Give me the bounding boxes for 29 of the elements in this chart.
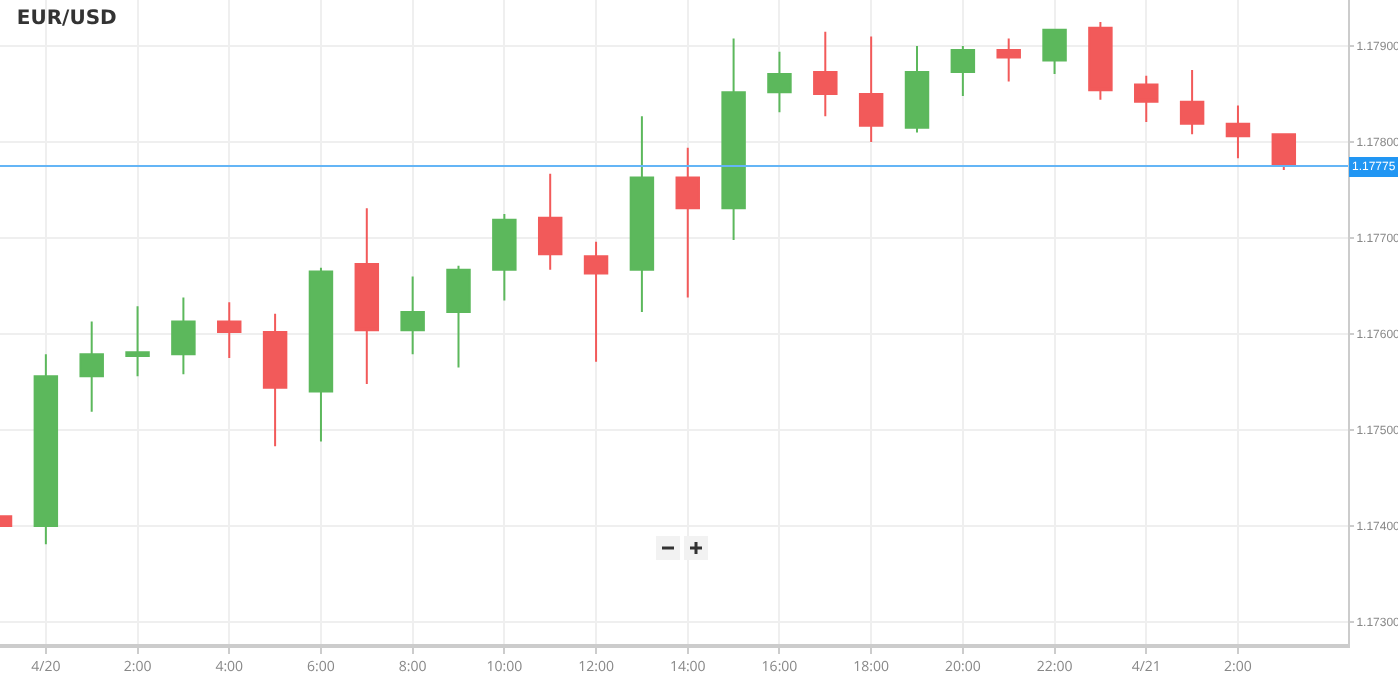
candlestick <box>354 207 380 385</box>
candlestick <box>125 305 150 378</box>
candlestick <box>79 320 104 413</box>
candlestick <box>858 35 884 144</box>
candlestick <box>492 213 517 302</box>
candlestick <box>1271 133 1297 171</box>
candlestick <box>629 115 655 313</box>
candlestick <box>308 266 334 443</box>
candlestick <box>217 301 242 359</box>
candlestick <box>675 146 700 299</box>
candlestick <box>1134 74 1159 123</box>
candlestick <box>1225 104 1251 160</box>
candlestick <box>446 264 471 369</box>
candlestick <box>537 172 563 271</box>
candlestick <box>721 37 746 241</box>
candlestick <box>1179 69 1205 136</box>
candlestick <box>583 240 609 363</box>
candlestick <box>996 37 1021 83</box>
candlestick <box>813 30 838 118</box>
candlestick <box>767 50 792 114</box>
chart-title: EUR/USD <box>16 8 117 31</box>
candlestick <box>904 45 930 134</box>
candlestick <box>950 45 976 97</box>
candlestick <box>171 296 196 376</box>
candlestick <box>33 353 59 546</box>
candlestick <box>1088 21 1113 101</box>
candlestick <box>1042 28 1067 75</box>
candlestick <box>400 275 425 356</box>
candlestick <box>262 312 288 448</box>
